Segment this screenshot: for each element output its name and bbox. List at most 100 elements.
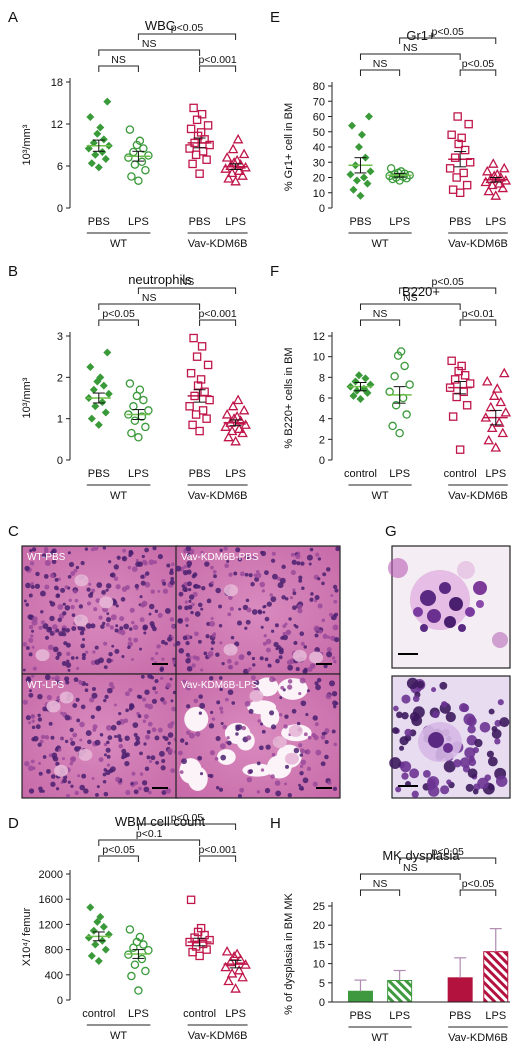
- data-point: [135, 932, 145, 942]
- cell-nucleus: [411, 790, 419, 798]
- cell-nucleus: [69, 727, 74, 733]
- cell-nucleus: [263, 634, 267, 638]
- cell-nucleus: [160, 676, 164, 680]
- significance-label: p<0.05: [102, 844, 135, 856]
- cell-nucleus: [58, 748, 62, 752]
- cell-nucleus: [246, 735, 252, 741]
- data-point: [89, 926, 98, 935]
- data-point: [448, 412, 458, 421]
- cell-nucleus: [38, 761, 42, 765]
- cell-nucleus: [453, 759, 462, 768]
- cell-nucleus: [235, 547, 241, 553]
- cell-nucleus: [154, 735, 160, 741]
- cell-nucleus: [128, 627, 133, 631]
- cell-nucleus: [262, 641, 267, 646]
- data-point: [196, 923, 206, 933]
- cell-nucleus: [131, 658, 134, 661]
- cell-nucleus: [154, 678, 159, 684]
- cell-nucleus: [244, 554, 248, 559]
- cell-nucleus: [159, 666, 165, 672]
- cell-nucleus: [155, 651, 159, 656]
- megakaryocyte: [99, 596, 114, 609]
- cell-nucleus: [219, 743, 226, 750]
- cell-nucleus: [401, 694, 411, 704]
- data-point: [390, 372, 399, 381]
- data-point: [104, 930, 113, 939]
- cell-nucleus: [115, 624, 119, 628]
- cell-nucleus: [334, 637, 340, 643]
- cell-nucleus: [392, 727, 399, 734]
- cell-nucleus: [324, 754, 329, 760]
- cell-nucleus: [292, 588, 296, 592]
- data-point: [189, 103, 198, 113]
- data-point: [405, 380, 414, 389]
- cell-nucleus: [321, 618, 326, 623]
- cell-nucleus: [51, 676, 55, 680]
- cell-nucleus: [265, 647, 271, 653]
- cell-nucleus: [130, 782, 134, 786]
- panel-letter-b: B: [8, 263, 18, 280]
- cell-nucleus: [91, 692, 98, 699]
- cell-nucleus: [147, 673, 153, 679]
- cell-nucleus: [220, 754, 227, 761]
- y-axis-label: % Gr1+ cell in BM: [283, 103, 295, 191]
- cell-nucleus: [30, 759, 35, 764]
- cell-nucleus: [297, 608, 303, 614]
- cell-nucleus: [55, 761, 60, 767]
- cell-nucleus: [200, 550, 204, 555]
- cell-nucleus: [70, 784, 74, 788]
- significance-bracket: [359, 873, 461, 880]
- cell-nucleus: [459, 757, 471, 768]
- cell-nucleus: [298, 691, 302, 696]
- cell-nucleus: [49, 600, 53, 604]
- cell-nucleus: [70, 740, 76, 746]
- y-tick-label: 10: [313, 188, 325, 200]
- significance-bracket: [199, 65, 237, 72]
- cell-nucleus: [22, 668, 26, 672]
- cell-nucleus: [94, 739, 101, 746]
- cell-nucleus: [167, 741, 171, 745]
- cell-nucleus: [124, 760, 130, 767]
- cell-nucleus: [279, 577, 286, 584]
- data-point: [497, 182, 509, 193]
- cell-nucleus: [197, 755, 203, 761]
- cell-nucleus: [185, 652, 190, 657]
- cell-nucleus: [140, 574, 145, 579]
- cell-nucleus: [103, 665, 108, 670]
- cell-nucleus: [96, 582, 103, 588]
- cell-nucleus: [74, 790, 79, 796]
- cell-nucleus: [445, 711, 456, 723]
- cell-nucleus: [35, 724, 41, 730]
- cell-nucleus: [67, 668, 71, 672]
- data-point: [129, 402, 138, 411]
- cell-nucleus: [80, 643, 86, 649]
- cell-nucleus: [135, 561, 141, 567]
- cell-nucleus: [125, 585, 130, 590]
- micrograph-vav-lps: Vav-KDM6B-LPS: [175, 673, 341, 799]
- y-tick-label: 6: [319, 393, 325, 405]
- cell-nucleus: [251, 609, 258, 615]
- cell-nucleus: [32, 616, 38, 622]
- cell-nucleus: [270, 724, 277, 730]
- data-point: [130, 416, 140, 425]
- cell-nucleus: [303, 645, 307, 649]
- cell-nucleus: [114, 648, 120, 654]
- panel-letter-e: E: [270, 9, 280, 26]
- cell-nucleus: [146, 755, 151, 760]
- cell-nucleus: [271, 629, 275, 633]
- cell-nucleus: [161, 790, 167, 796]
- cell-nucleus: [275, 790, 282, 797]
- cell-nucleus: [28, 692, 34, 698]
- cell-nucleus: [427, 783, 435, 791]
- cell-nucleus: [332, 584, 338, 589]
- data-point: [357, 130, 366, 139]
- genotype-label: WT: [110, 238, 127, 250]
- cell-nucleus: [44, 674, 51, 681]
- data-point: [196, 128, 206, 137]
- cell-nucleus: [281, 595, 286, 600]
- cell-nucleus: [128, 637, 132, 642]
- cell-nucleus: [170, 699, 174, 703]
- cell-nucleus: [300, 641, 305, 646]
- cell-nucleus: [64, 676, 70, 682]
- cell-nucleus: [487, 756, 498, 767]
